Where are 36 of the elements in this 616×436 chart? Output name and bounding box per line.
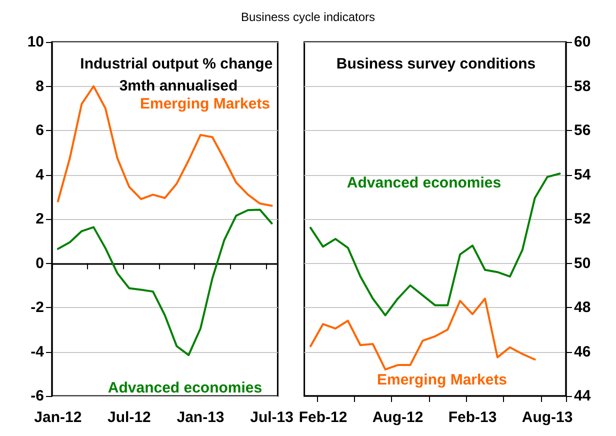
line-series <box>56 208 273 356</box>
x-tick-label: Jan-12 <box>34 409 82 426</box>
text: Emerging Markets <box>140 96 270 112</box>
y-tick-label: 4 <box>36 166 45 184</box>
text: Advanced economies <box>346 174 502 192</box>
text: Advanced economies <box>108 380 262 396</box>
text: Industrial output % change 3mth annualised <box>80 56 277 94</box>
y2-tick-label: 58 <box>574 78 591 95</box>
y2-tick-label: 60 <box>574 34 591 50</box>
y-tick-label: 6 <box>36 122 44 139</box>
y2-tick-label: 44 <box>574 388 592 404</box>
x-tick-label: Feb-13 <box>448 409 497 426</box>
y2-tick-label: 54 <box>574 166 592 184</box>
y-tick-label: 2 <box>36 210 44 228</box>
x-tick-label: Feb-12 <box>298 409 348 426</box>
y-tick-label: -4 <box>30 343 45 360</box>
y2-tick-label: 50 <box>574 254 591 272</box>
line-series <box>310 172 561 316</box>
x-tick-label: Jul-12 <box>108 409 151 426</box>
y2-tick-label: 56 <box>574 122 591 139</box>
line-series <box>310 298 536 370</box>
y2-tick-label: 46 <box>574 343 591 360</box>
x-tick-label: Jan-13 <box>176 409 224 426</box>
y-tick-label: -2 <box>30 299 44 316</box>
series-label: Emerging Markets <box>376 372 508 388</box>
y-tick-label: 10 <box>27 34 44 50</box>
x-tick-label: Aug-13 <box>522 409 573 426</box>
x-tick-label: Jul-13 <box>250 409 294 426</box>
y-tick-label: -6 <box>30 388 44 404</box>
x-tick-label: Aug-12 <box>372 409 424 426</box>
y2-tick-label: 52 <box>574 210 591 228</box>
y2-tick-label: 48 <box>574 299 591 316</box>
text: Business cycle indicators <box>240 10 376 24</box>
text: Business survey conditions <box>336 56 536 72</box>
y-tick-label: 0 <box>36 254 44 272</box>
y-tick-label: 8 <box>36 78 44 95</box>
